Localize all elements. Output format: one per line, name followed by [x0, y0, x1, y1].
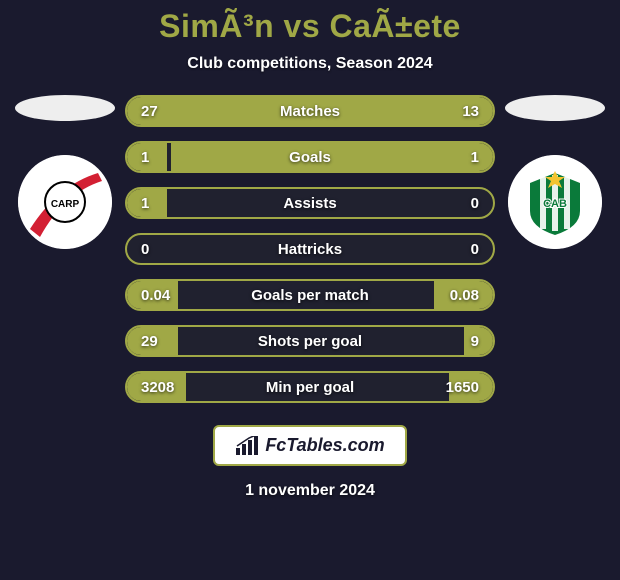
stat-row: 29Shots per goal9 [125, 325, 495, 357]
stat-value-right: 0 [433, 241, 493, 258]
team-badge-left: CARP [18, 155, 112, 249]
stat-value-right: 0.08 [433, 287, 493, 304]
player-photo-left [15, 95, 115, 121]
page-title: SimÃ³n vs CaÃ±ete [159, 8, 461, 45]
badge-right-text: CAB [543, 198, 567, 210]
badge-left-text: CARP [51, 199, 80, 210]
stat-row: 1Assists0 [125, 187, 495, 219]
stat-value-left: 1 [127, 195, 187, 212]
team-badge-right: CAB [508, 155, 602, 249]
badge-left-svg: CARP [18, 155, 112, 249]
stat-value-left: 0.04 [127, 287, 187, 304]
footer-brand-badge[interactable]: FcTables.com [213, 425, 406, 466]
right-side: CAB [495, 95, 615, 249]
stat-row: 27Matches13 [125, 95, 495, 127]
left-side: CARP [5, 95, 125, 249]
stat-value-right: 1 [433, 149, 493, 166]
stat-value-left: 3208 [127, 379, 187, 396]
stat-value-right: 1650 [433, 379, 493, 396]
stat-row: 0Hattricks0 [125, 233, 495, 265]
stat-value-left: 29 [127, 333, 187, 350]
chart-icon [235, 436, 259, 456]
stat-value-left: 0 [127, 241, 187, 258]
footer-brand-text: FcTables.com [265, 435, 384, 456]
stat-value-left: 27 [127, 103, 187, 120]
stat-label: Goals per match [187, 287, 433, 304]
stat-value-right: 9 [433, 333, 493, 350]
date-label: 1 november 2024 [245, 482, 375, 500]
stat-label: Goals [187, 149, 433, 166]
stat-row: 0.04Goals per match0.08 [125, 279, 495, 311]
stat-value-left: 1 [127, 149, 187, 166]
comparison-main: CARP 27Matches131Goals11Assists00Hattric… [0, 95, 620, 403]
player-photo-right [505, 95, 605, 121]
stat-label: Hattricks [187, 241, 433, 258]
stat-label: Matches [187, 103, 433, 120]
subtitle: Club competitions, Season 2024 [187, 55, 432, 73]
stats-table: 27Matches131Goals11Assists00Hattricks00.… [125, 95, 495, 403]
stat-row: 1Goals1 [125, 141, 495, 173]
stat-row: 3208Min per goal1650 [125, 371, 495, 403]
stat-label: Assists [187, 195, 433, 212]
stat-value-right: 0 [433, 195, 493, 212]
badge-right-svg: CAB [508, 155, 602, 249]
stat-value-right: 13 [433, 103, 493, 120]
stat-label: Shots per goal [187, 333, 433, 350]
stat-label: Min per goal [187, 379, 433, 396]
